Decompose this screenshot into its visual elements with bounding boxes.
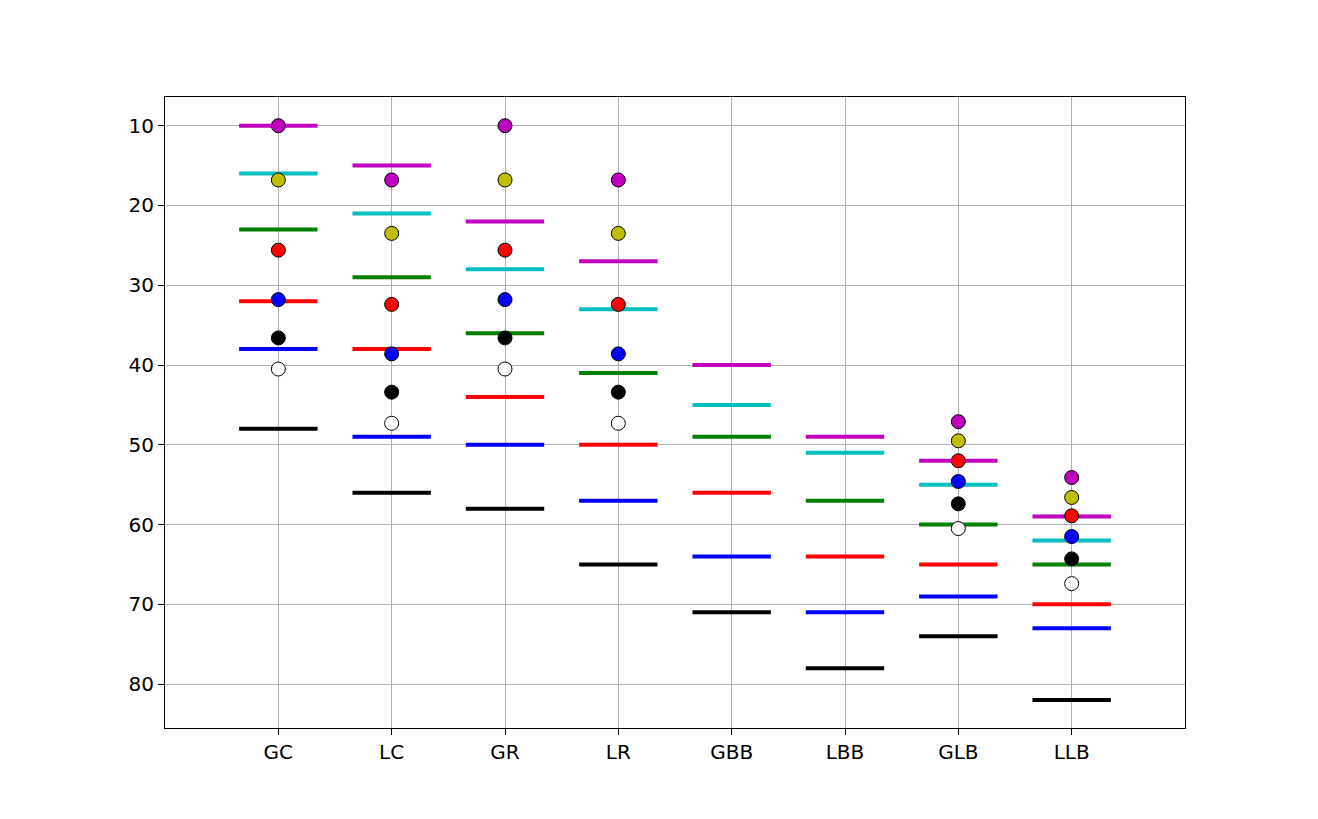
svg-text:70: 70 <box>129 592 154 616</box>
svg-text:GR: GR <box>490 740 519 764</box>
svg-text:GBB: GBB <box>710 740 753 764</box>
svg-text:80: 80 <box>129 672 154 696</box>
svg-text:LR: LR <box>606 740 631 764</box>
svg-text:50: 50 <box>129 433 154 457</box>
svg-text:60: 60 <box>129 513 154 537</box>
svg-text:LLB: LLB <box>1054 740 1090 764</box>
svg-text:LBB: LBB <box>826 740 865 764</box>
svg-text:LC: LC <box>379 740 404 764</box>
svg-text:40: 40 <box>129 353 154 377</box>
svg-text:GLB: GLB <box>938 740 978 764</box>
svg-text:GC: GC <box>264 740 293 764</box>
svg-text:10: 10 <box>129 114 154 138</box>
svg-text:20: 20 <box>129 193 154 217</box>
svg-text:30: 30 <box>129 273 154 297</box>
